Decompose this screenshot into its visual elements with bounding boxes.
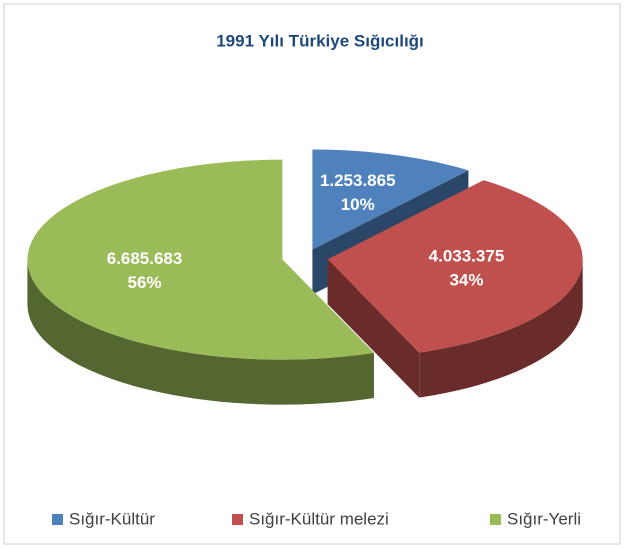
legend-label: Sığır-Kültür melezi [249, 509, 389, 528]
pie-slice [27, 159, 374, 360]
pie-slice [327, 180, 583, 353]
legend-swatch [52, 514, 63, 525]
percent-label: 56% [128, 273, 162, 292]
pie-slice [312, 149, 469, 250]
legend-swatch [232, 514, 243, 525]
value-label: 6.685.683 [107, 249, 183, 268]
value-label: 1.253.865 [320, 171, 396, 190]
percent-label: 10% [341, 195, 375, 214]
legend-label: Sığır-Yerli [507, 509, 581, 528]
legend-label: Sığır-Kültür [69, 509, 155, 528]
value-label: 4.033.375 [429, 246, 505, 265]
slice-outer-wall [419, 259, 583, 398]
slice-radial-face [327, 259, 420, 398]
legend-swatch [490, 514, 501, 525]
chart-title: 1991 Yılı Türkiye Sığıcılığı [216, 31, 424, 50]
percent-label: 34% [449, 270, 483, 289]
slice-outer-wall [27, 259, 374, 405]
